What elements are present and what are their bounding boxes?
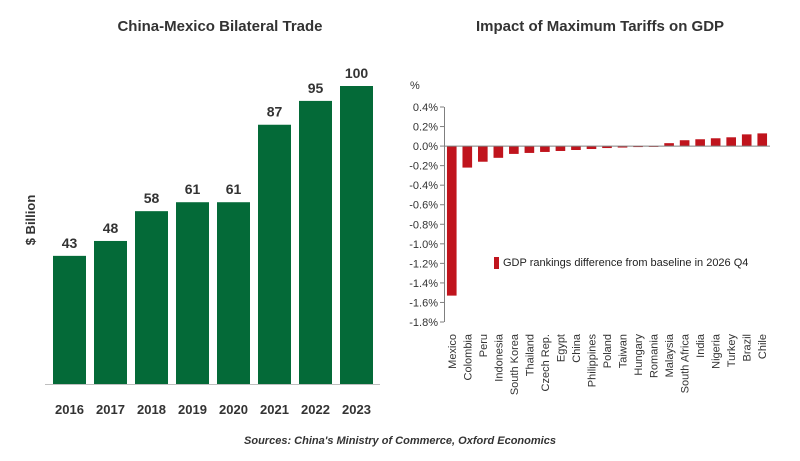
trade-bar-2016 xyxy=(53,255,86,384)
gdp-bar-nigeria xyxy=(710,138,721,147)
gdp-bar-south-korea xyxy=(509,146,519,154)
trade-data-label-2018: 58 xyxy=(144,190,160,206)
trade-bar-chart: 43 2016 48 2017 58 2018 61 2019 61 2020 87 2021 95 20… xyxy=(23,65,380,417)
gdp-x-tick-china: China xyxy=(571,333,583,363)
gdp-bar-taiwan xyxy=(617,146,628,148)
gdp-x-tick-malaysia: Malaysia xyxy=(664,333,676,377)
gdp-x-tick-philippines: Philippines xyxy=(586,334,598,388)
gdp-x-tick-egypt: Egypt xyxy=(555,334,567,362)
trade-x-tick-2022: 2022 xyxy=(301,402,330,417)
tariff-impact-bar-chart: 0.4% 0.2% 0.0% -0.2% -0.4% -0.6% -0.8% -1.0% -1.… xyxy=(409,80,770,395)
gdp-bar-malaysia xyxy=(664,143,674,147)
gdp-y-tick-label: -0.8% xyxy=(409,219,438,231)
trade-bar-2022 xyxy=(299,100,332,385)
gdp-bar-brazil xyxy=(741,134,752,147)
gdp-y-unit-label: % xyxy=(410,80,420,92)
gdp-bar-thailand xyxy=(524,146,535,153)
gdp-x-tick-hungary: Hungary xyxy=(633,334,645,376)
gdp-bar-chile xyxy=(757,133,768,147)
gdp-bar-peru xyxy=(477,146,488,162)
gdp-bar-colombia xyxy=(462,146,473,168)
legend-swatch xyxy=(494,257,499,269)
gdp-bar-mexico xyxy=(446,146,457,296)
gdp-y-tick-label: -1.0% xyxy=(409,239,438,251)
gdp-x-tick-thailand: Thailand xyxy=(524,334,536,376)
trade-data-label-2021: 87 xyxy=(267,104,283,120)
legend-label: GDP rankings difference from baseline in… xyxy=(503,257,749,269)
trade-bar-2021 xyxy=(258,124,291,385)
gdp-x-tick-chile: Chile xyxy=(757,334,769,359)
trade-data-label-2017: 48 xyxy=(103,220,119,236)
gdp-y-tick-label: -1.8% xyxy=(409,317,438,329)
gdp-bar-czech-rep- xyxy=(540,146,550,152)
gdp-y-tick-label: -0.4% xyxy=(409,180,438,192)
trade-x-tick-2016: 2016 xyxy=(55,402,84,417)
gdp-x-tick-czech-rep-: Czech Rep. xyxy=(540,334,552,391)
right-chart-title: Impact of Maximum Tariffs on GDP xyxy=(475,18,725,35)
trade-data-label-2023: 100 xyxy=(345,65,369,81)
gdp-y-tick-label: -1.2% xyxy=(409,258,438,270)
source-note: Sources: China's Ministry of Commerce, O… xyxy=(244,435,556,447)
trade-data-label-2016: 43 xyxy=(62,235,78,251)
gdp-bar-poland xyxy=(602,146,612,149)
gdp-y-tick-label: -0.6% xyxy=(409,200,438,212)
trade-x-tick-2018: 2018 xyxy=(137,402,166,417)
trade-bar-2018 xyxy=(135,211,168,384)
gdp-x-tick-colombia: Colombia xyxy=(462,333,474,380)
trade-bar-2023 xyxy=(340,86,373,384)
gdp-x-tick-south-africa: South Africa xyxy=(680,333,692,393)
trade-data-label-2022: 95 xyxy=(308,80,324,96)
gdp-x-tick-south-korea: South Korea xyxy=(509,333,521,395)
gdp-y-tick-label: -1.4% xyxy=(409,278,438,290)
trade-x-tick-2023: 2023 xyxy=(342,402,371,417)
gdp-bar-indonesia xyxy=(493,146,504,158)
trade-y-axis-label: $ Billion xyxy=(23,195,38,246)
gdp-x-tick-nigeria: Nigeria xyxy=(711,333,723,369)
trade-bar-2017 xyxy=(94,240,127,384)
gdp-bar-turkey xyxy=(726,137,737,147)
gdp-x-tick-poland: Poland xyxy=(602,334,614,368)
gdp-x-tick-taiwan: Taiwan xyxy=(618,334,630,368)
gdp-y-tick-label: 0.0% xyxy=(413,141,438,153)
gdp-x-tick-peru: Peru xyxy=(478,334,490,357)
trade-x-tick-2017: 2017 xyxy=(96,402,125,417)
trade-bar-2020 xyxy=(217,202,250,384)
gdp-y-tick-label: 0.4% xyxy=(413,102,438,114)
trade-x-tick-2020: 2020 xyxy=(219,402,248,417)
gdp-y-tick-label: -1.6% xyxy=(409,297,438,309)
trade-x-tick-2019: 2019 xyxy=(178,402,207,417)
gdp-x-tick-brazil: Brazil xyxy=(742,334,754,362)
trade-data-label-2020: 61 xyxy=(226,181,242,197)
left-chart-title: China-Mexico Bilateral Trade xyxy=(117,18,323,35)
gdp-bar-philippines xyxy=(586,146,597,150)
gdp-x-tick-turkey: Turkey xyxy=(726,334,738,368)
gdp-x-tick-romania: Romania xyxy=(649,333,661,378)
gdp-x-tick-mexico: Mexico xyxy=(447,334,459,369)
gdp-bar-china xyxy=(571,146,581,150)
gdp-bar-egypt xyxy=(555,146,566,151)
trade-bar-2019 xyxy=(176,202,209,384)
gdp-bar-south-africa xyxy=(679,140,690,147)
trade-x-tick-2021: 2021 xyxy=(260,402,289,417)
gdp-x-tick-indonesia: Indonesia xyxy=(493,333,505,382)
gdp-bar-india xyxy=(695,139,705,147)
gdp-y-tick-label: -0.2% xyxy=(409,161,438,173)
trade-data-label-2019: 61 xyxy=(185,181,201,197)
tariff-chart-legend: GDP rankings difference from baseline in… xyxy=(494,257,748,269)
gdp-x-tick-india: India xyxy=(695,333,707,358)
gdp-y-tick-label: 0.2% xyxy=(413,122,438,134)
